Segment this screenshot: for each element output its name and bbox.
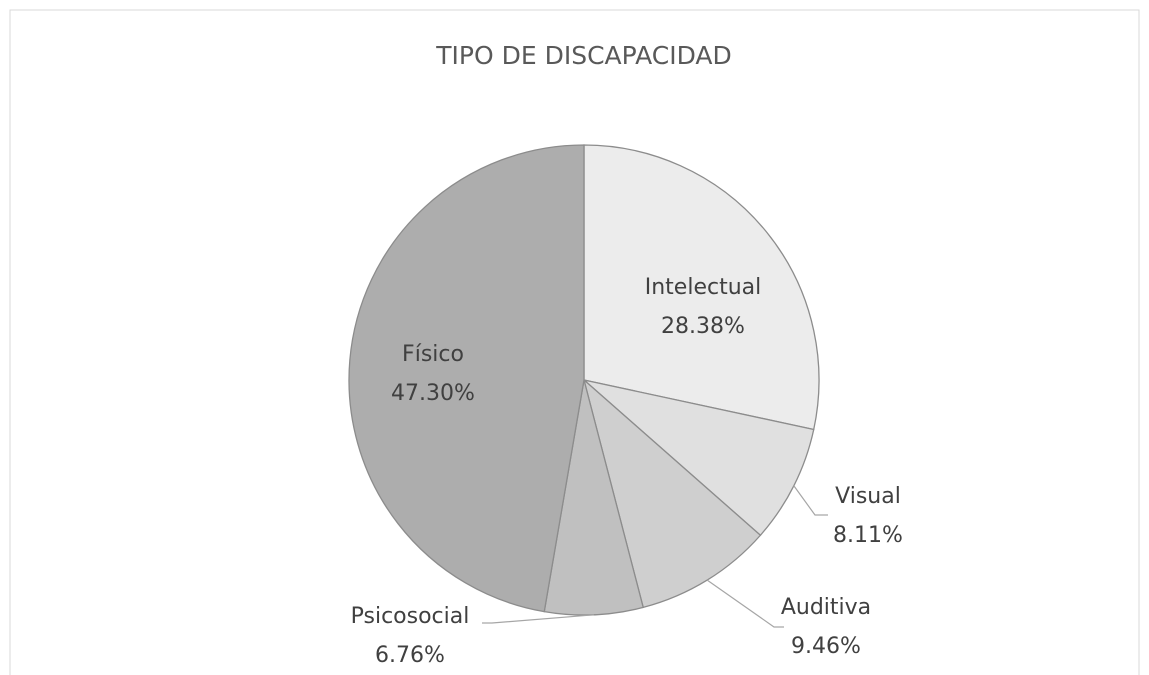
pie-slice [583,144,820,431]
chart-frame [9,9,1140,675]
pie-slice [581,378,815,537]
chart-title: TIPO DE DISCAPACIDAD [435,41,732,70]
leader-line [793,485,828,516]
pie-slice [582,378,762,609]
data-label-value: 28.38% [661,314,745,339]
data-label-name: Físico [402,342,464,367]
leader-line [482,614,595,624]
data-label-value: 47.30% [391,381,475,406]
data-label-value: 8.11% [833,523,903,548]
data-label-name: Psicosocial [351,604,470,629]
data-label-name: Intelectual [645,275,762,300]
data-label-name: Auditiva [781,595,871,620]
pie-slice [348,144,585,613]
data-label-value: 6.76% [375,643,445,668]
data-label-value: 9.46% [791,634,861,659]
leader-line [706,579,784,628]
data-label-name: Visual [835,484,901,509]
